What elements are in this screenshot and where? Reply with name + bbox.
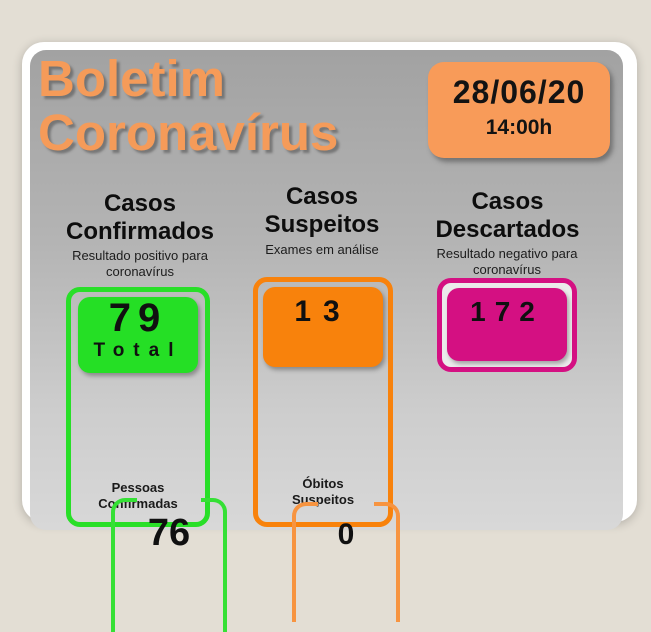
confirmed-total-label: Total bbox=[93, 340, 183, 361]
discarded-total-box: 172 bbox=[447, 288, 567, 361]
date-text: 28/06/20 bbox=[452, 74, 586, 110]
heading-line-2: Descartados bbox=[435, 216, 580, 244]
column-subtitle: Resultado positivo para coronavírus bbox=[72, 248, 208, 280]
page-title: Boletim Coronavírus bbox=[38, 50, 339, 162]
column-subtitle: Resultado negativo para coronavírus bbox=[436, 246, 578, 278]
secondary-label-line-1: Pessoas bbox=[111, 480, 165, 495]
heading-line-2: Suspeitos bbox=[264, 211, 380, 239]
confirmed-outline-box: 79 Total Pessoas Confirmadas 76 bbox=[66, 287, 227, 632]
title-line-1: Boletim bbox=[38, 50, 226, 107]
suspect-secondary-box: 0 bbox=[292, 502, 400, 622]
secondary-label-line-1: Óbitos bbox=[302, 476, 344, 491]
column-heading: Casos Descartados bbox=[410, 188, 605, 245]
discarded-outline-box: 172 bbox=[437, 278, 577, 372]
time-text: 14:00h bbox=[485, 116, 553, 139]
column-heading: Casos Confirmados bbox=[40, 190, 240, 247]
heading-line-1: Casos bbox=[103, 190, 177, 217]
bulletin-card: Boletim Coronavírus 28/06/20 14:00h Casos… bbox=[22, 42, 637, 632]
column-subtitle: Exames em análise bbox=[265, 242, 379, 257]
heading-line-1: Casos bbox=[471, 188, 544, 215]
page-background: { "bulletin": { "title_line1": "Boletim"… bbox=[22, 42, 637, 632]
discarded-total-value: 172 bbox=[470, 296, 544, 327]
column-casos-confirmados: Casos Confirmados Resultado positivo para… bbox=[40, 182, 240, 632]
datetime-box: 28/06/20 14:00h bbox=[428, 62, 610, 158]
column-heading: Casos Suspeitos bbox=[232, 183, 412, 240]
heading-line-2: Confirmados bbox=[65, 218, 214, 246]
confirmed-secondary-box: 76 bbox=[111, 498, 227, 632]
column-casos-descartados: Casos Descartados Resultado negativo para… bbox=[410, 188, 605, 522]
confirmed-secondary-value: 76 bbox=[147, 512, 191, 554]
title-line-2: Coronavírus bbox=[38, 104, 339, 162]
suspect-secondary-value: 0 bbox=[337, 518, 355, 551]
suspect-total-value: 13 bbox=[294, 295, 352, 328]
gray-panel: Boletim Coronavírus 28/06/20 14:00h Casos… bbox=[30, 50, 623, 632]
suspect-total-box: 13 bbox=[263, 287, 383, 367]
column-casos-suspeitos: Casos Suspeitos Exames em análise 13 Óbit… bbox=[232, 182, 412, 622]
heading-line-1: Casos bbox=[285, 183, 359, 210]
confirmed-total-value: 79 bbox=[108, 296, 168, 340]
confirmed-total-box: 79 Total bbox=[78, 297, 198, 373]
suspect-outline-box: 13 Óbitos Suspeitos 0 bbox=[253, 277, 400, 622]
